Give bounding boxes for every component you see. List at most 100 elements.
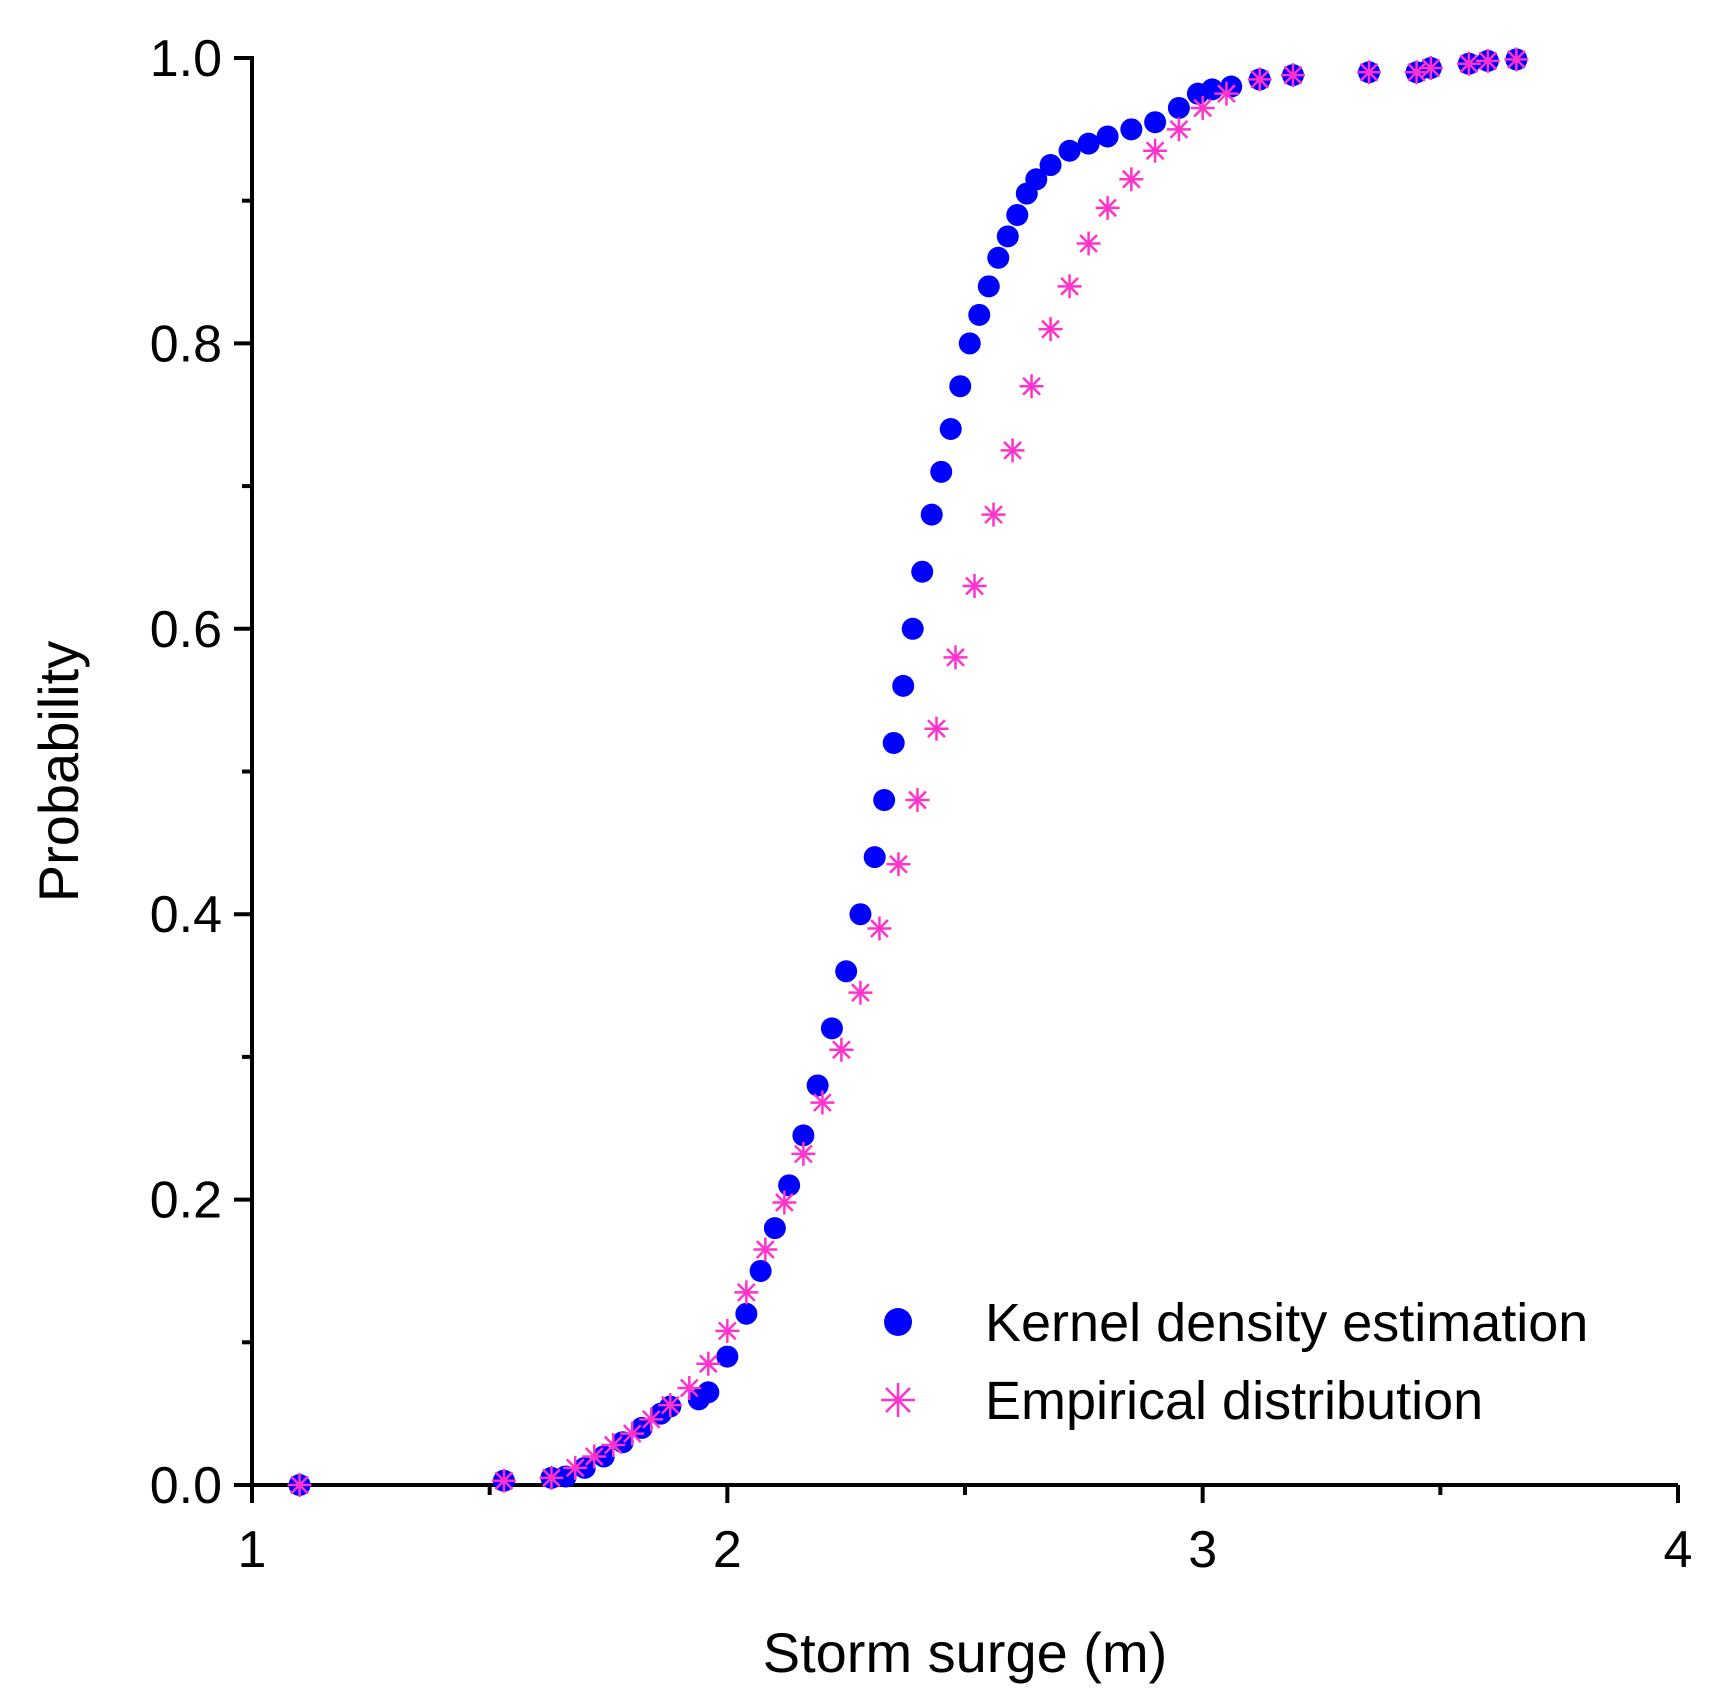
empirical-point: [753, 1237, 778, 1262]
empirical-point: [1095, 195, 1120, 220]
y-ticks: 0.0 0.2 0.4 0.6 0.8 1.0: [150, 30, 252, 1515]
empirical-point: [1456, 51, 1481, 76]
empirical-point: [1190, 95, 1215, 120]
kde-point: [873, 789, 896, 812]
empirical-point: [582, 1444, 607, 1469]
kde-point: [735, 1302, 758, 1325]
asterisk-icon: [881, 1383, 915, 1417]
y-tick-label: 0.8: [150, 315, 222, 373]
x-tick-label: 2: [713, 1521, 742, 1579]
kde-point: [930, 460, 953, 483]
kde-point: [996, 225, 1019, 248]
empirical-point: [1404, 60, 1429, 85]
empirical-point: [791, 1141, 816, 1166]
kde-point: [882, 731, 905, 754]
empirical-point: [1214, 81, 1239, 106]
empirical-point: [810, 1090, 835, 1115]
kde-point: [977, 275, 1000, 298]
empirical-point: [886, 852, 911, 877]
empirical-point: [829, 1037, 854, 1062]
kde-point: [1039, 154, 1062, 177]
series-empirical: [287, 47, 1529, 1497]
kde-point: [920, 503, 943, 526]
empirical-point: [677, 1375, 702, 1400]
kde-point: [911, 560, 934, 583]
kde-point: [949, 375, 972, 398]
kde-point: [806, 1074, 829, 1097]
kde-point: [1201, 78, 1224, 101]
kde-point: [939, 418, 962, 441]
empirical-point: [867, 916, 892, 941]
kde-point: [820, 1017, 843, 1040]
kde-point: [1167, 96, 1190, 119]
empirical-point: [715, 1318, 740, 1343]
kde-point: [892, 674, 915, 697]
empirical-point: [981, 502, 1006, 527]
kde-point: [697, 1381, 720, 1404]
kde-point: [863, 846, 886, 869]
empirical-point: [962, 573, 987, 598]
y-tick-label: 1.0: [150, 30, 222, 88]
legend-marker-kde: [884, 1308, 912, 1336]
x-tick-label: 3: [1188, 1521, 1217, 1579]
kde-point: [1096, 125, 1119, 148]
x-axis-title: Storm surge (m): [763, 1621, 1168, 1684]
kde-point: [1120, 118, 1143, 141]
empirical-point: [639, 1407, 664, 1432]
empirical-point: [539, 1465, 564, 1490]
kde-point: [1077, 132, 1100, 155]
empirical-point: [1280, 63, 1305, 88]
series-layer: [287, 47, 1529, 1497]
empirical-point: [924, 716, 949, 741]
empirical-point: [1247, 67, 1272, 92]
kde-point: [987, 246, 1010, 269]
empirical-point: [943, 645, 968, 670]
empirical-point: [1076, 231, 1101, 256]
kde-point: [749, 1259, 772, 1282]
kde-point: [792, 1124, 815, 1147]
empirical-point: [1019, 374, 1044, 399]
y-tick-label: 0.6: [150, 601, 222, 659]
x-ticks: 1 2 3 4: [238, 1485, 1693, 1579]
kde-point: [849, 903, 872, 926]
series-kde: [288, 48, 1528, 1496]
empirical-point: [1038, 317, 1063, 342]
empirical-point: [1143, 138, 1168, 163]
y-tick-label: 0.0: [150, 1457, 222, 1515]
kde-point: [1006, 203, 1029, 226]
kde-point: [958, 332, 981, 355]
kde-point: [968, 303, 991, 326]
kde-point: [716, 1345, 739, 1368]
empirical-point: [1418, 55, 1443, 80]
kde-point: [1025, 168, 1048, 191]
empirical-point: [1000, 438, 1025, 463]
y-tick-label: 0.2: [150, 1172, 222, 1230]
kde-point: [763, 1217, 786, 1240]
empirical-point: [1119, 167, 1144, 192]
empirical-point: [848, 980, 873, 1005]
empirical-point: [620, 1421, 645, 1446]
y-tick-label: 0.4: [150, 886, 222, 944]
axes: [250, 56, 1678, 1487]
empirical-point: [772, 1190, 797, 1215]
legend-label-kde: Kernel density estimation: [985, 1293, 1588, 1353]
empirical-point: [1357, 60, 1382, 85]
empirical-point: [658, 1393, 683, 1418]
kde-point: [778, 1174, 801, 1197]
kde-point: [1144, 111, 1167, 134]
y-axis-title: Probability: [27, 641, 90, 902]
kde-point: [1058, 139, 1081, 162]
legend-marker-empirical: [881, 1383, 915, 1417]
legend: Kernel density estimation Empirical dist…: [881, 1293, 1588, 1431]
empirical-point: [1504, 47, 1529, 72]
empirical-point: [734, 1280, 759, 1305]
kde-point: [901, 617, 924, 640]
empirical-point: [601, 1433, 626, 1458]
empirical-point: [696, 1351, 721, 1376]
empirical-point: [1166, 117, 1191, 142]
empirical-point: [287, 1473, 312, 1497]
empirical-point: [563, 1455, 588, 1480]
empirical-point: [1475, 48, 1500, 73]
x-tick-label: 4: [1664, 1521, 1693, 1579]
